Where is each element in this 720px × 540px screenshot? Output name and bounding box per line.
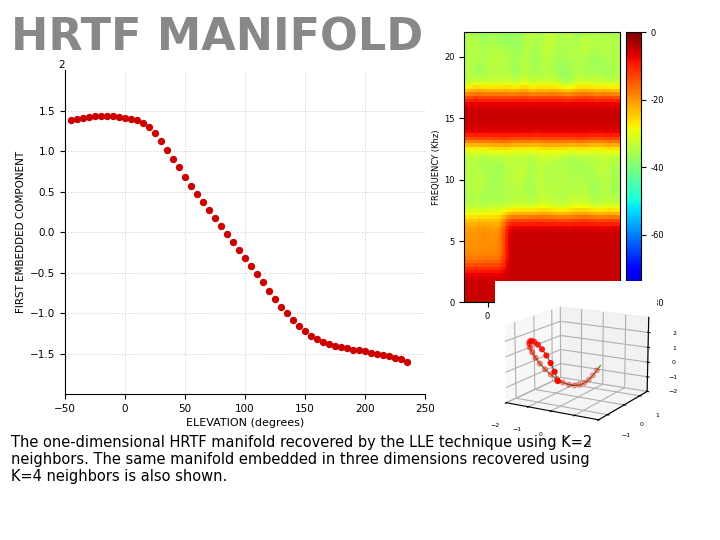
Point xyxy=(251,270,263,279)
Point xyxy=(143,123,155,131)
Point xyxy=(71,114,83,123)
Point xyxy=(89,112,101,121)
Point xyxy=(365,349,377,357)
Point xyxy=(137,118,148,127)
Point xyxy=(389,353,400,362)
Point xyxy=(353,346,364,355)
Point xyxy=(83,113,94,122)
Point xyxy=(161,145,173,154)
Point xyxy=(77,114,89,123)
Point xyxy=(95,112,107,121)
Point xyxy=(233,246,245,254)
X-axis label: ELEVATION (degrees): ELEVATION (degrees) xyxy=(498,324,587,333)
Point xyxy=(245,262,256,271)
Point xyxy=(383,352,395,361)
Point xyxy=(203,206,215,214)
Point xyxy=(371,349,382,358)
Y-axis label: FIRST EMBEDDED COMPONENT: FIRST EMBEDDED COMPONENT xyxy=(16,151,25,313)
Point xyxy=(341,343,353,352)
Point xyxy=(173,163,184,172)
Point xyxy=(191,190,202,198)
Point xyxy=(65,116,76,125)
Point xyxy=(281,309,292,318)
Point xyxy=(185,181,197,190)
Point xyxy=(263,286,274,295)
Point xyxy=(305,332,317,340)
Point xyxy=(347,346,359,354)
Text: 2: 2 xyxy=(58,60,65,70)
Point xyxy=(221,230,233,238)
Point xyxy=(107,112,119,121)
Point xyxy=(167,155,179,164)
Point xyxy=(119,114,130,123)
X-axis label: ELEVATION (degrees): ELEVATION (degrees) xyxy=(186,418,304,428)
Point xyxy=(155,137,166,146)
Point xyxy=(209,213,220,222)
Point xyxy=(287,315,299,324)
Point xyxy=(239,254,251,262)
Point xyxy=(299,327,310,335)
Point xyxy=(149,129,161,138)
Point xyxy=(227,238,238,246)
Point xyxy=(311,335,323,343)
Point xyxy=(101,112,112,121)
Point xyxy=(395,355,407,364)
Point xyxy=(215,221,227,230)
Point xyxy=(179,173,191,181)
Point xyxy=(257,278,269,287)
Text: The one-dimensional HRTF manifold recovered by the LLE technique using K=2
neigh: The one-dimensional HRTF manifold recove… xyxy=(11,435,592,484)
Point xyxy=(131,116,143,125)
Point xyxy=(269,294,281,303)
Point xyxy=(377,351,389,360)
Point xyxy=(113,113,125,122)
Point xyxy=(197,198,209,207)
Point xyxy=(335,343,346,352)
Text: HRTF MANIFOLD: HRTF MANIFOLD xyxy=(11,16,423,59)
Point xyxy=(329,341,341,350)
Point xyxy=(359,347,371,355)
Y-axis label: FREQUENCY (Khz): FREQUENCY (Khz) xyxy=(433,130,441,205)
Point xyxy=(323,340,335,348)
Point xyxy=(317,337,328,346)
Point xyxy=(275,302,287,311)
Point xyxy=(293,322,305,330)
Point xyxy=(125,114,137,123)
Point xyxy=(401,357,413,366)
